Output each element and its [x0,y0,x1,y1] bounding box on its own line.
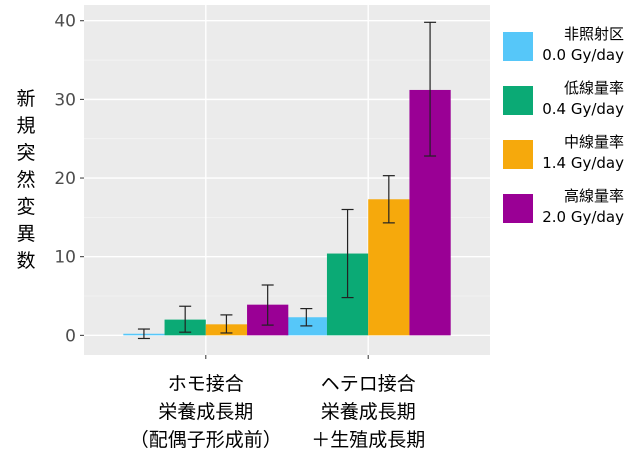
legend-swatch [503,140,533,169]
legend-swatch [503,32,533,61]
legend-dose: 0.4 Gy/day [542,100,624,118]
y-axis-label: 新規突然変異数 [16,88,35,272]
category-label-line: 栄養成長期 [158,401,253,423]
legend-label: 非照射区 [564,25,624,43]
y-tick-label: 10 [54,248,76,268]
legend-swatch [503,194,533,223]
legend-label: 低線量率 [564,79,624,97]
legend-dose: 0.0 Gy/day [542,46,624,64]
category-label-line: 栄養成長期 [321,401,416,423]
category-label-line: （配偶子形成前） [130,429,282,451]
error-bars [137,21,437,340]
y-tick-label: 20 [54,169,76,189]
legend-item: 非照射区 0.0 Gy/day [503,25,624,64]
legend-dose: 2.0 Gy/day [542,208,624,226]
y-axis-ticks: 0 10 20 30 40 [54,12,84,346]
y-tick-label: 0 [65,326,76,346]
legend: 非照射区 0.0 Gy/day 低線量率 0.4 Gy/day 中線量率 1.4 Gy/d… [503,25,624,226]
category-label-line: ヘテロ接合 [321,373,416,395]
y-axis-title: 新規突然変異数 [16,88,35,272]
legend-item: 中線量率 1.4 Gy/day [503,133,624,172]
y-tick-label: 40 [54,12,76,32]
y-tick-label: 30 [54,90,76,110]
category-label-line: ＋生殖成長期 [311,429,425,451]
legend-item: 低線量率 0.4 Gy/day [503,79,624,118]
legend-label: 中線量率 [564,133,624,151]
legend-item: 高線量率 2.0 Gy/day [503,187,624,226]
category-label-line: ホモ接合 [168,373,244,395]
legend-label: 高線量率 [564,187,624,205]
legend-swatch [503,86,533,115]
legend-dose: 1.4 Gy/day [542,154,624,172]
x-axis-ticks [205,355,369,359]
